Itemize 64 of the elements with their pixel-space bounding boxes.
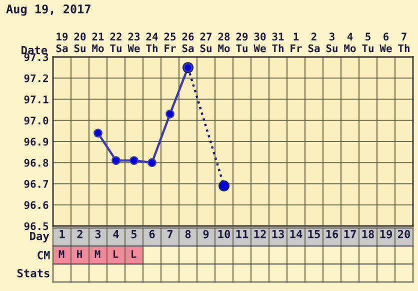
x-tick-label: 18 (362, 230, 374, 238)
x-axis-title: Date (22, 46, 48, 54)
x-tick-label: 19 (380, 230, 392, 238)
point (94, 128, 102, 138)
text: L (132, 250, 136, 258)
y-tick-label: 96.8 (24, 158, 48, 167)
y-tick-label: Stats (17, 268, 50, 278)
x-tick-label: 5 Tu (362, 32, 374, 52)
y-tick-label: CM (38, 250, 50, 260)
x-tick-label: 2 (77, 230, 82, 238)
text: H (77, 250, 82, 258)
y-tick-label: 97.1 (24, 96, 48, 104)
x-tick-label: 9 (203, 230, 209, 238)
x-tick-label: 23 We (128, 32, 140, 52)
x-tick-label: 10 (218, 230, 230, 238)
x-tick-label: 24 Th (146, 32, 158, 52)
x-tick-label: 6 (149, 230, 155, 238)
y-tick-label: 97.2 (24, 74, 48, 82)
x-tick-label: 30 We (254, 32, 266, 52)
y-tick-label: 96.7 (24, 180, 48, 188)
x-tick-label: 16 (326, 230, 338, 238)
x-tick-label: 29 Tu (236, 32, 248, 52)
point (130, 156, 138, 165)
point (166, 110, 174, 118)
x-tick-label: 12 (254, 230, 266, 238)
x-tick-label: 2 Sa (308, 32, 320, 52)
x-tick-label: 3 Su (326, 32, 338, 52)
x-tick-label: 28 Mo (218, 32, 230, 52)
text: M (94, 250, 100, 258)
x-tick-label: 22 Tu (110, 32, 122, 52)
x-tick-label: 3 (95, 230, 101, 238)
x-tick-label: 25 Fr (164, 32, 176, 52)
y-tick-label: 96.6 (24, 201, 48, 210)
x-tick-label: 7 Th (398, 32, 410, 52)
x-tick-label: 17 (344, 230, 356, 238)
x-tick-label: 7 (167, 230, 173, 238)
x-tick-label: 11 (236, 230, 248, 238)
x-tick-label: 15 (308, 230, 320, 238)
x-tick-label: 27 Su (200, 32, 212, 52)
x-tick-label: 1 (60, 230, 65, 238)
point (218, 180, 230, 192)
x-tick-label: 20 (398, 230, 410, 238)
x-axis-title: Day (30, 232, 50, 242)
x-tick-label: 5 (131, 230, 137, 238)
x-tick-label: 20 Su (74, 32, 86, 52)
x-tick-label: 14 (290, 230, 302, 238)
x-tick-label: 6 We (380, 32, 392, 52)
x-tick-label: 13 (272, 230, 284, 238)
x-tick-label: 1 Fr (290, 32, 302, 52)
y-tick-label: 96.5 (24, 222, 48, 230)
x-tick-label: 19 Sa (56, 32, 68, 52)
x-tick-label: 8 (185, 230, 191, 238)
point (112, 156, 120, 165)
x-tick-label: 31 Th (272, 32, 284, 52)
chart-title: Aug 19, 2017 (6, 4, 90, 16)
x-tick-label: 4 (113, 230, 119, 238)
text: M (58, 250, 64, 258)
y-tick-label: 96.9 (24, 138, 48, 146)
text: L (114, 250, 118, 258)
point (148, 158, 156, 168)
x-tick-label: 26 Sa (182, 32, 194, 52)
y-tick-label: 97.0 (24, 116, 48, 125)
x-tick-label: 4 Mo (344, 32, 356, 52)
x-tick-label: 21 Mo (92, 32, 104, 52)
